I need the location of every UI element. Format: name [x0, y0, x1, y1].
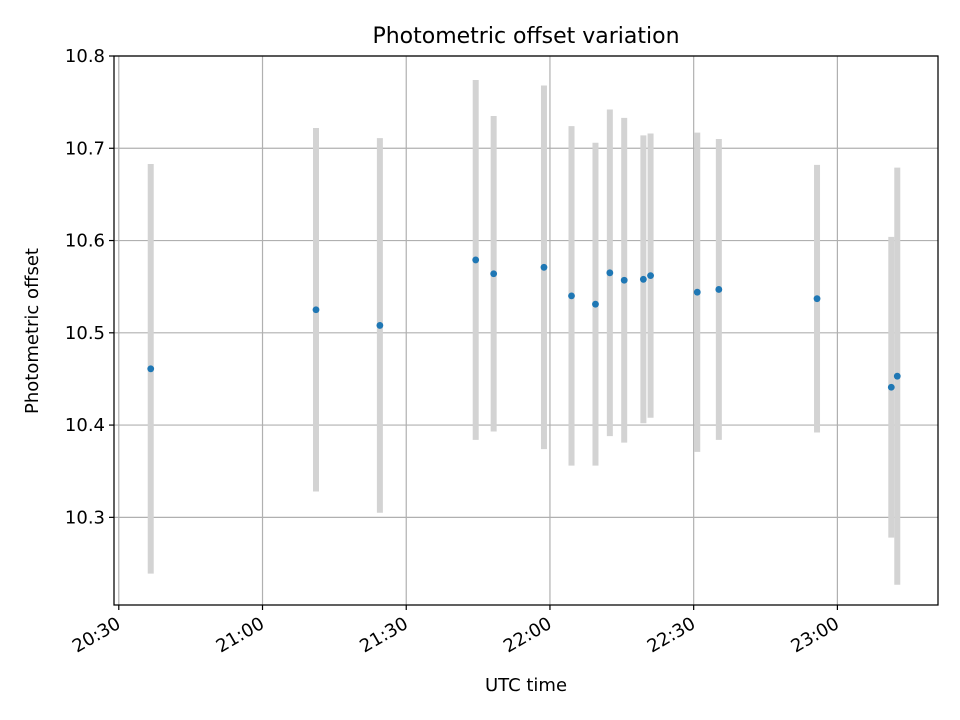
data-point: [715, 286, 723, 293]
data-point: [639, 275, 647, 283]
data-point: [606, 269, 614, 277]
data-point: [376, 322, 384, 329]
y-tick-label: 10.7: [65, 138, 105, 159]
chart-title: Photometric offset variation: [372, 24, 679, 49]
data-point: [647, 272, 654, 279]
data-point: [540, 263, 548, 271]
y-tick-label: 10.4: [65, 415, 105, 436]
y-axis-label: Photometric offset: [22, 248, 43, 414]
y-tick-label: 10.5: [65, 323, 105, 344]
data-point: [813, 295, 821, 303]
data-points: [147, 256, 901, 391]
data-point: [568, 292, 575, 300]
data-point: [147, 365, 155, 373]
grid: [114, 55, 938, 605]
data-point: [592, 300, 599, 308]
x-axis-label: UTC time: [485, 675, 567, 696]
data-point: [490, 270, 498, 278]
data-point: [887, 383, 895, 391]
data-point: [693, 288, 701, 296]
y-tick-label: 10.3: [65, 507, 105, 528]
y-tick-label: 10.8: [65, 46, 105, 67]
data-point: [893, 372, 901, 380]
plot-frame: [113, 55, 939, 606]
y-axis: 10.3 10.4 10.5 10.6 10.7 10.8: [65, 46, 114, 528]
y-tick-label: 10.6: [65, 231, 105, 252]
data-point: [472, 256, 480, 264]
data-point: [620, 276, 628, 284]
data-point: [312, 306, 320, 314]
